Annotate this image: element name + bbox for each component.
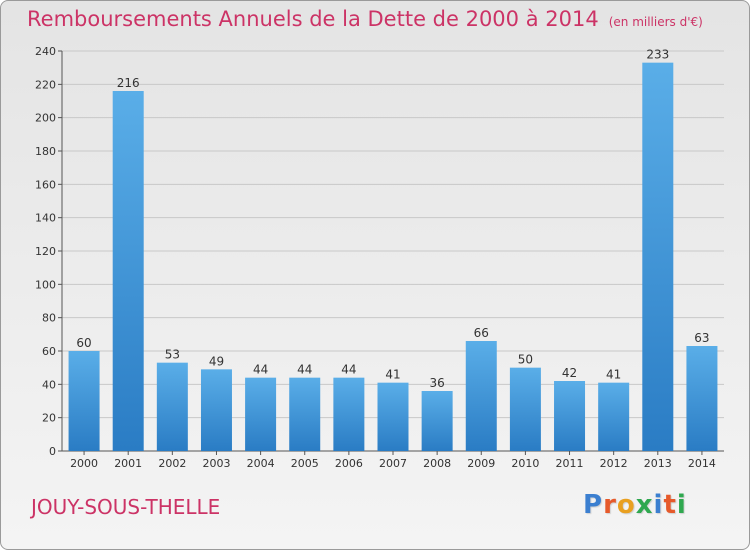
bar-2003 xyxy=(200,369,232,451)
value-label-2012: 41 xyxy=(606,368,621,382)
value-label-2003: 49 xyxy=(209,354,224,368)
y-tick-label: 60 xyxy=(42,345,56,358)
logo-letter: o xyxy=(616,490,636,520)
bar-2010 xyxy=(509,367,541,451)
y-tick-label: 40 xyxy=(42,378,56,391)
y-tick-label: 200 xyxy=(35,112,56,125)
bar-2007 xyxy=(377,382,409,451)
bar-2011 xyxy=(554,381,586,451)
bar-2014 xyxy=(686,346,718,451)
x-tick-label-2013: 2013 xyxy=(644,457,672,470)
value-label-2006: 44 xyxy=(341,363,356,377)
y-tick-label: 100 xyxy=(35,278,56,291)
y-tick-label: 140 xyxy=(35,212,56,225)
value-label-2011: 42 xyxy=(562,366,577,380)
value-label-2009: 66 xyxy=(474,326,489,340)
x-axis-ticks: 2000 2001 2002 2003 2004 2005 2006 2007 2008 2009… xyxy=(70,451,716,470)
bar-2008 xyxy=(421,391,453,451)
x-tick-label-2014: 2014 xyxy=(688,457,716,470)
y-tick-label: 220 xyxy=(35,78,56,91)
logo-letter: i xyxy=(653,490,664,520)
chart-title-block: Remboursements Annuels de la Dette de 20… xyxy=(27,7,703,31)
x-tick-label-2005: 2005 xyxy=(291,457,319,470)
value-label-2004: 44 xyxy=(253,363,268,377)
logo-letter: P xyxy=(583,490,604,520)
bar-2000 xyxy=(68,351,100,451)
bar-2002 xyxy=(156,362,188,451)
chart-title: Remboursements Annuels de la Dette de 20… xyxy=(27,7,599,31)
y-tick-label: 80 xyxy=(42,312,56,325)
value-label-2010: 50 xyxy=(518,353,533,367)
y-tick-label: 180 xyxy=(35,145,56,158)
x-tick-label-2003: 2003 xyxy=(202,457,230,470)
x-tick-label-2007: 2007 xyxy=(379,457,407,470)
x-tick-label-2011: 2011 xyxy=(556,457,584,470)
value-label-2002: 53 xyxy=(165,348,180,362)
logo-letter: r xyxy=(603,490,617,520)
x-tick-label-2006: 2006 xyxy=(335,457,363,470)
value-label-2014: 63 xyxy=(694,331,709,345)
x-tick-label-2000: 2000 xyxy=(70,457,98,470)
chart-unit-label: (en milliers d'€) xyxy=(608,15,703,29)
x-tick-label-2008: 2008 xyxy=(423,457,451,470)
bar-2012 xyxy=(598,382,630,451)
bar-2013 xyxy=(642,62,674,452)
bar-2004 xyxy=(245,377,277,451)
bars xyxy=(68,62,718,452)
y-tick-label: 20 xyxy=(42,412,56,425)
bar-2009 xyxy=(465,341,497,451)
x-tick-label-2001: 2001 xyxy=(114,457,142,470)
y-tick-label: 0 xyxy=(49,445,56,458)
x-tick-label-2002: 2002 xyxy=(158,457,186,470)
x-tick-label-2010: 2010 xyxy=(511,457,539,470)
y-tick-label: 240 xyxy=(35,45,56,58)
value-label-2005: 44 xyxy=(297,363,312,377)
y-axis: 0 20 40 60 80 100 120 140 160 180 200 220 240 xyxy=(35,45,724,458)
bar-2001 xyxy=(112,91,144,451)
x-tick-label-2004: 2004 xyxy=(247,457,275,470)
y-tick-label: 160 xyxy=(35,178,56,191)
value-label-2013: 233 xyxy=(646,48,669,62)
y-tick-label: 120 xyxy=(35,245,56,258)
value-label-2007: 41 xyxy=(385,368,400,382)
x-tick-label-2012: 2012 xyxy=(600,457,628,470)
value-label-2008: 36 xyxy=(429,376,444,390)
logo-letter: x xyxy=(635,490,654,520)
bar-2005 xyxy=(289,377,321,451)
value-labels: 60 216 53 49 44 44 44 41 36 66 50 42 41 233 63 xyxy=(76,48,709,390)
x-tick-label-2009: 2009 xyxy=(467,457,495,470)
value-label-2000: 60 xyxy=(76,336,91,350)
logo-letter: i xyxy=(676,490,687,520)
proxiti-logo: Proxiti xyxy=(583,490,687,520)
value-label-2001: 216 xyxy=(117,76,140,90)
bar-2006 xyxy=(333,377,365,451)
commune-name: JOUY-SOUS-THELLE xyxy=(31,495,221,519)
logo-letter: t xyxy=(663,490,677,520)
